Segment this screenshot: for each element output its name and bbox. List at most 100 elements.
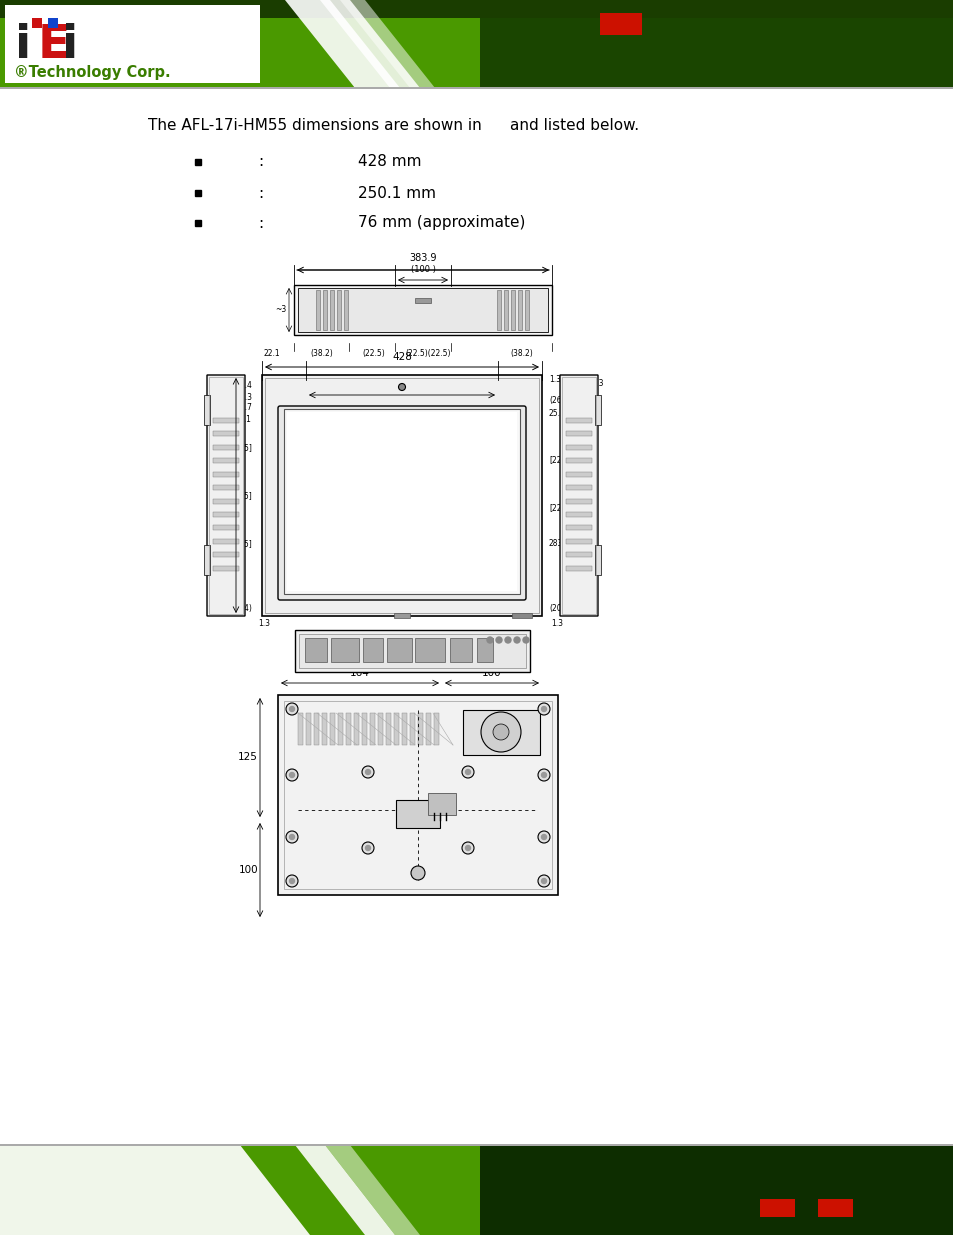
Bar <box>395 800 439 827</box>
Bar <box>394 613 410 618</box>
Text: 283.3: 283.3 <box>548 540 570 548</box>
Bar <box>298 634 525 668</box>
Text: 250.1 mm: 250.1 mm <box>357 185 436 200</box>
Bar <box>565 472 592 477</box>
Bar <box>337 713 343 745</box>
Bar <box>595 395 600 425</box>
Circle shape <box>461 766 474 778</box>
Bar <box>306 713 311 745</box>
Bar <box>213 458 239 463</box>
Polygon shape <box>0 1145 310 1235</box>
Text: 272.3: 272.3 <box>216 484 226 506</box>
Bar <box>213 525 239 530</box>
Bar <box>213 431 239 436</box>
Bar <box>284 701 552 889</box>
Bar <box>0 0 953 19</box>
Text: 22.1: 22.1 <box>263 350 280 358</box>
Text: (22.5)(22.5): (22.5)(22.5) <box>405 350 450 358</box>
Text: 100: 100 <box>238 864 257 876</box>
Bar <box>213 485 239 490</box>
Text: 350.1: 350.1 <box>225 484 233 506</box>
Bar <box>213 566 239 571</box>
Circle shape <box>398 384 405 390</box>
Circle shape <box>289 773 294 778</box>
Bar <box>565 552 592 557</box>
Bar <box>410 713 415 745</box>
Circle shape <box>286 876 297 887</box>
Bar <box>213 538 239 543</box>
Polygon shape <box>325 1145 419 1235</box>
Bar <box>479 1145 953 1235</box>
Circle shape <box>493 724 509 740</box>
Bar <box>331 638 358 662</box>
Text: The AFL-17i-HM55 dimensions are shown in: The AFL-17i-HM55 dimensions are shown in <box>148 117 481 132</box>
Bar <box>479 1145 953 1235</box>
Polygon shape <box>319 0 419 88</box>
Bar <box>450 638 472 662</box>
Bar <box>415 298 431 303</box>
Text: 1.3: 1.3 <box>257 620 270 629</box>
Bar <box>476 638 493 662</box>
Bar <box>565 499 592 504</box>
Text: :: : <box>257 154 263 169</box>
Text: (100 ): (100 ) <box>410 266 435 274</box>
Text: 125: 125 <box>238 752 257 762</box>
Circle shape <box>504 637 511 643</box>
Bar <box>213 445 239 450</box>
Circle shape <box>286 769 297 781</box>
Bar <box>209 377 243 614</box>
Bar <box>479 0 953 88</box>
Bar <box>0 1145 953 1235</box>
Bar <box>599 14 641 35</box>
Bar <box>213 552 239 557</box>
Bar <box>565 566 592 571</box>
Bar <box>315 290 319 330</box>
FancyBboxPatch shape <box>262 375 541 616</box>
Text: [22.5]: [22.5] <box>229 492 252 500</box>
Bar <box>434 713 438 745</box>
FancyBboxPatch shape <box>207 375 245 616</box>
Bar <box>354 713 358 745</box>
Bar <box>213 513 239 517</box>
Bar <box>565 538 592 543</box>
Bar <box>277 695 558 895</box>
Bar <box>204 545 210 576</box>
Bar <box>204 395 210 425</box>
Circle shape <box>541 773 546 778</box>
Text: i: i <box>62 22 78 68</box>
Circle shape <box>486 637 493 643</box>
Bar <box>363 638 382 662</box>
Circle shape <box>365 846 370 851</box>
Text: 44.1: 44.1 <box>234 415 252 425</box>
Bar <box>5 5 260 83</box>
Bar <box>346 713 351 745</box>
Bar <box>565 525 592 530</box>
Bar <box>265 378 538 613</box>
Bar <box>336 290 340 330</box>
Text: 34  36.3: 34 36.3 <box>572 378 603 388</box>
Bar <box>32 19 42 28</box>
Circle shape <box>541 706 546 711</box>
Bar <box>305 638 327 662</box>
Bar <box>817 1199 852 1216</box>
Text: and listed below.: and listed below. <box>510 117 639 132</box>
Bar <box>48 19 58 28</box>
Circle shape <box>365 769 370 774</box>
Text: :: : <box>257 185 263 200</box>
Bar <box>0 1145 479 1235</box>
Circle shape <box>541 878 546 883</box>
Circle shape <box>537 876 550 887</box>
Text: (20.4): (20.4) <box>229 604 252 613</box>
Bar <box>512 613 532 618</box>
Bar <box>565 485 592 490</box>
Bar <box>361 713 367 745</box>
Circle shape <box>461 842 474 853</box>
Text: 1.3: 1.3 <box>240 393 252 401</box>
Text: ~3: ~3 <box>274 305 286 315</box>
Bar <box>524 290 529 330</box>
Bar <box>213 417 239 424</box>
Text: 26.4: 26.4 <box>234 380 252 389</box>
Bar <box>323 290 327 330</box>
Bar <box>417 713 422 745</box>
Circle shape <box>289 706 294 711</box>
